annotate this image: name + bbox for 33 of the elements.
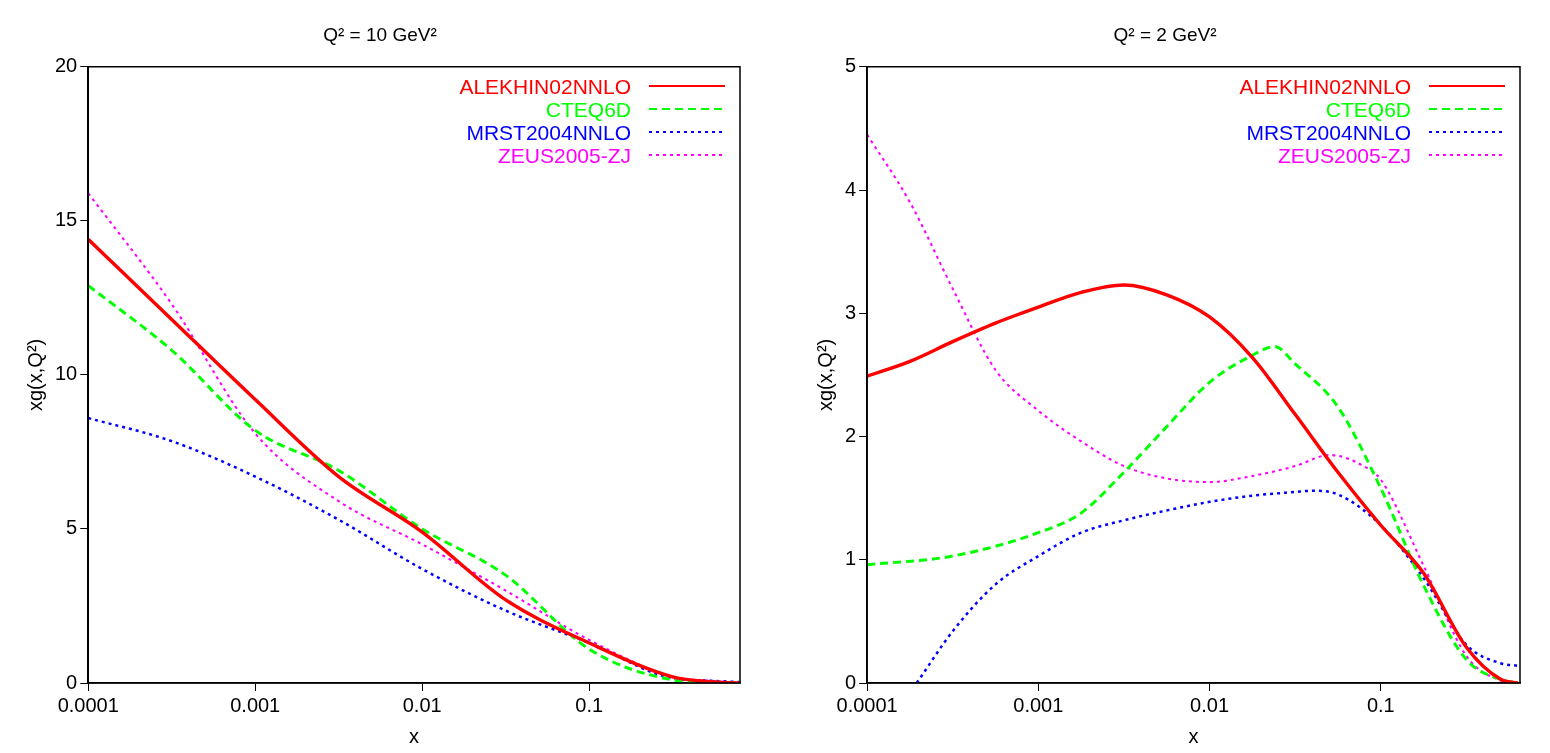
y-tick-label: 5	[845, 54, 857, 77]
x-axis-title: x	[1188, 724, 1199, 747]
x-tick-label: 0.001	[1013, 693, 1064, 716]
y-tick-label: 4	[845, 177, 857, 200]
legend-label: ALEKHIN02NNLO	[1239, 74, 1411, 98]
x-tick-label: 0.01	[402, 693, 442, 716]
x-tick-label: 0.001	[230, 693, 281, 716]
y-tick-label: 5	[66, 516, 78, 539]
x-tick-label: 0.0001	[57, 693, 119, 716]
y-tick-label: 0	[845, 670, 857, 693]
legend-label: ZEUS2005-ZJ	[1277, 143, 1411, 167]
y-tick-label: 1	[845, 547, 857, 570]
x-axis-title: x	[409, 724, 420, 747]
y-axis-title: xg(x,Q²)	[813, 338, 836, 412]
legend-label: CTEQ6D	[545, 97, 631, 121]
legend-label: MRST2004NNLO	[1246, 120, 1411, 144]
x-tick-label: 0.01	[1190, 693, 1230, 716]
legend-label: MRST2004NNLO	[466, 120, 631, 144]
y-axis-title: xg(x,Q²)	[23, 338, 46, 412]
legend-label: CTEQ6D	[1325, 97, 1411, 121]
y-tick-label: 0	[66, 670, 78, 693]
y-tick-label: 15	[55, 208, 78, 231]
y-tick-label: 20	[55, 54, 78, 77]
y-tick-label: 3	[845, 300, 857, 323]
legend-label: ZEUS2005-ZJ	[497, 143, 631, 167]
x-tick-label: 0.1	[1366, 693, 1395, 716]
chart-title: Q² = 2 GeV²	[1113, 23, 1217, 45]
chart-title: Q² = 10 GeV²	[323, 23, 437, 45]
x-tick-label: 0.1	[575, 693, 604, 716]
x-tick-label: 0.0001	[836, 693, 898, 716]
legend-label: ALEKHIN02NNLO	[459, 74, 631, 98]
y-tick-label: 2	[845, 424, 857, 447]
y-tick-label: 10	[55, 362, 78, 385]
